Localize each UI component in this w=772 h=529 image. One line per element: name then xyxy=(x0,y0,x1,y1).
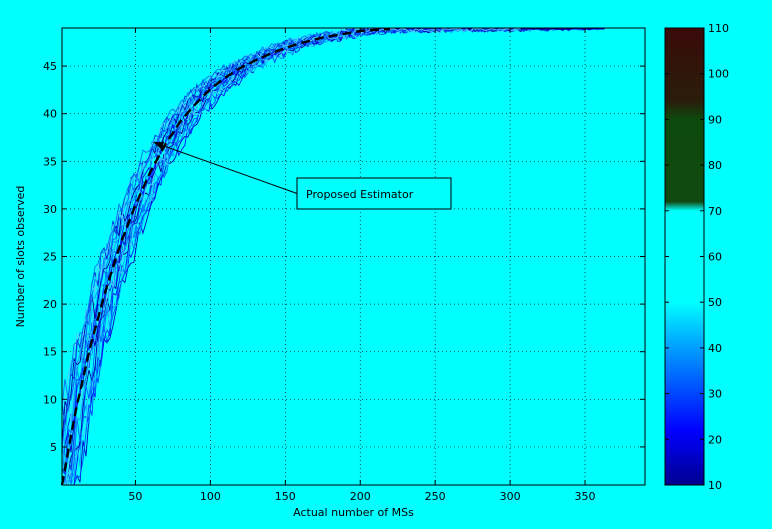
y-axis-label: Number of slots observed xyxy=(14,186,27,328)
y-tick-label: 30 xyxy=(43,203,57,216)
simulation-trace xyxy=(61,28,521,406)
y-tick-label: 5 xyxy=(50,441,57,454)
colorbar-tick-label: 80 xyxy=(708,159,722,172)
x-tick-label: 250 xyxy=(425,490,446,503)
y-tick-label: 35 xyxy=(43,155,57,168)
plot-area xyxy=(62,28,645,485)
simulation-trace xyxy=(61,31,330,407)
annotation-box xyxy=(296,177,452,210)
simulation-trace xyxy=(62,68,254,486)
simulation-traces xyxy=(61,28,605,486)
colorbar-tick-label: 20 xyxy=(708,433,722,446)
colorbar-tick-label: 40 xyxy=(708,342,722,355)
x-tick-label: 150 xyxy=(275,490,296,503)
colorbar-ticks: 10 20 30 40 50 60 70 80 90 100 110 xyxy=(665,22,729,492)
colorbar-tick-label: 70 xyxy=(708,205,722,218)
estimator-series xyxy=(60,27,391,486)
y-tick-label: 15 xyxy=(43,346,57,359)
y-tick-label: 20 xyxy=(43,298,57,311)
colorbar-tick-label: 100 xyxy=(708,68,729,81)
annotation: Proposed Estimator xyxy=(153,141,452,210)
annotation-arrow-line xyxy=(153,141,298,194)
x-tick-label: 50 xyxy=(128,490,142,503)
x-tick-label: 300 xyxy=(500,490,521,503)
colorbar-tick-label: 50 xyxy=(708,296,722,309)
colorbar-tick-label: 110 xyxy=(708,22,729,35)
x-tick-label: 100 xyxy=(200,490,221,503)
x-axis: 50 100 150 200 250 300 350 xyxy=(128,28,596,503)
x-axis-label: Actual number of MSs xyxy=(293,506,414,519)
y-tick-label: 40 xyxy=(43,108,57,121)
estimator-curve xyxy=(60,27,391,486)
x-tick-label: 350 xyxy=(575,490,596,503)
annotation-label: Proposed Estimator xyxy=(306,188,414,201)
y-axis: 5 10 15 20 25 30 35 40 45 xyxy=(43,60,645,454)
y-tick-label: 10 xyxy=(43,393,57,406)
colorbar xyxy=(664,27,705,486)
y-tick-label: 45 xyxy=(43,60,57,73)
annotation-arrow-head xyxy=(153,141,165,150)
x-tick-label: 200 xyxy=(350,490,371,503)
colorbar-tick-label: 10 xyxy=(708,479,722,492)
colorbar-tick-label: 90 xyxy=(708,113,722,126)
colorbar-tick-label: 30 xyxy=(708,388,722,401)
y-tick-label: 25 xyxy=(43,251,57,264)
colorbar-tick-label: 60 xyxy=(708,251,722,264)
